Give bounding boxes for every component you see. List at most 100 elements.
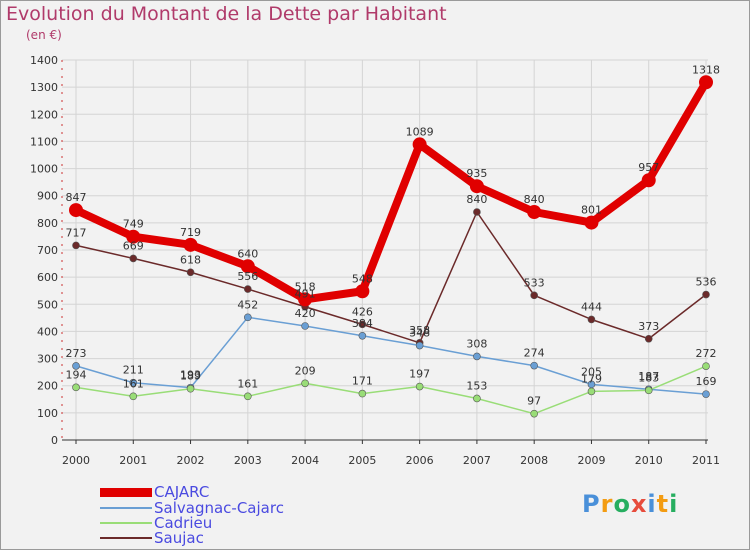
brand-letter: o <box>613 490 631 518</box>
data-label: 1089 <box>406 125 434 138</box>
data-point <box>126 229 141 244</box>
brand-letter: i <box>647 490 657 518</box>
data-label: 717 <box>66 226 87 239</box>
data-point <box>186 268 195 277</box>
data-label: 640 <box>237 247 258 260</box>
data-label: 536 <box>696 276 717 289</box>
data-point <box>298 292 313 307</box>
data-label: 452 <box>237 298 258 311</box>
data-label: 801 <box>581 204 602 217</box>
data-label: 749 <box>123 218 144 231</box>
data-label: 444 <box>581 300 602 313</box>
series-line-cajarc <box>74 80 710 304</box>
data-point <box>186 384 195 393</box>
y-tick-label: 1000 <box>30 163 58 176</box>
legend-label: Cadrieu <box>154 514 213 532</box>
data-point <box>129 378 138 387</box>
series-line-cadrieu <box>75 365 707 415</box>
x-tick-label: 2002 <box>177 454 205 467</box>
x-tick-label: 2009 <box>577 454 605 467</box>
x-tick-label: 2007 <box>463 454 491 467</box>
data-point <box>530 291 538 300</box>
data-label: 169 <box>696 375 717 388</box>
legend-label: Salvagnac-Cajarc <box>154 499 284 517</box>
y-tick-label: 0 <box>51 434 58 447</box>
data-label: 373 <box>638 320 659 333</box>
data-label: 161 <box>237 377 258 390</box>
data-point <box>702 390 710 398</box>
data-label: 957 <box>638 161 659 174</box>
y-tick-label: 900 <box>37 190 58 203</box>
y-tick-label: 200 <box>37 380 58 393</box>
brand-letter: x <box>630 490 648 518</box>
data-point <box>358 331 367 340</box>
data-point <box>702 290 710 299</box>
data-label: 197 <box>409 368 430 381</box>
data-label: 358 <box>409 324 430 337</box>
legend-swatch <box>100 537 152 539</box>
chart-title: Evolution du Montant de la Dette par Hab… <box>6 3 447 25</box>
y-tick-label: 100 <box>37 407 58 420</box>
data-point <box>702 362 710 370</box>
data-label: 548 <box>352 272 373 285</box>
data-point <box>473 352 481 361</box>
data-label: 183 <box>638 371 659 384</box>
data-point <box>587 387 596 396</box>
chart-unit-label: (en €) <box>26 28 62 42</box>
data-label: 153 <box>466 379 487 392</box>
x-tick-label: 2001 <box>119 454 147 467</box>
data-point <box>587 315 596 324</box>
legend-label: CAJARC <box>154 483 210 501</box>
data-point <box>415 341 424 350</box>
data-label: 193 <box>180 369 201 382</box>
x-tick-label: 2003 <box>234 454 262 467</box>
data-label: 420 <box>295 307 316 320</box>
series-line-salvagnac-cajarc <box>75 316 707 395</box>
data-point <box>69 203 83 218</box>
x-tick-label: 2006 <box>406 454 434 467</box>
legend-swatch <box>100 487 152 497</box>
data-point <box>72 241 80 250</box>
data-point <box>469 179 484 194</box>
data-point <box>72 383 80 392</box>
y-tick-label: 500 <box>37 298 58 311</box>
data-point <box>415 382 424 391</box>
brand-letter: P <box>582 490 601 518</box>
legend-item-cajarc: CAJARC <box>100 483 210 501</box>
data-label: 205 <box>581 365 602 378</box>
brand-letter: t <box>656 490 670 518</box>
data-label: 847 <box>66 191 87 204</box>
data-point <box>301 379 309 388</box>
data-point <box>244 313 252 322</box>
legend-item-salvagnac-cajarc: Salvagnac-Cajarc <box>100 499 284 517</box>
x-tick-label: 2004 <box>291 454 319 467</box>
data-point <box>358 389 367 398</box>
y-tick-label: 300 <box>37 353 58 366</box>
data-label: 533 <box>524 276 545 289</box>
data-label: 211 <box>123 364 144 377</box>
data-label: 669 <box>123 239 144 252</box>
data-label: 274 <box>524 347 545 360</box>
data-label: 491 <box>295 288 316 301</box>
data-point <box>530 409 538 418</box>
data-label: 179 <box>581 372 602 385</box>
data-point <box>244 392 252 401</box>
data-label: 384 <box>352 317 373 330</box>
data-label: 840 <box>524 193 545 206</box>
data-label: 187 <box>638 370 659 383</box>
data-label: 348 <box>409 327 430 340</box>
data-point <box>72 362 80 370</box>
x-tick-label: 2000 <box>62 454 90 467</box>
data-label: 273 <box>66 347 87 360</box>
legend-label: Saujac <box>154 529 204 547</box>
y-tick-label: 1100 <box>30 135 58 148</box>
data-point <box>527 205 542 219</box>
legend-swatch <box>100 507 152 509</box>
legend-swatch <box>100 522 152 524</box>
data-point <box>244 285 252 293</box>
data-point <box>412 137 427 152</box>
data-label: 518 <box>295 280 316 293</box>
data-label: 719 <box>180 226 201 239</box>
data-label: 272 <box>696 347 717 360</box>
